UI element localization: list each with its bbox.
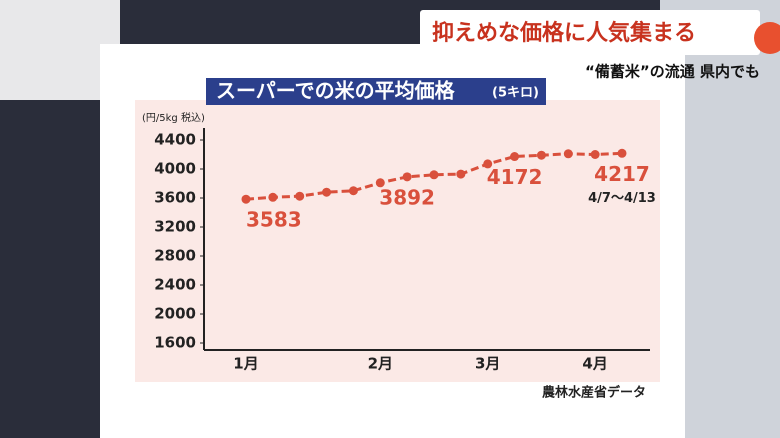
logo: [754, 22, 780, 54]
y-tick-label: 2800: [154, 247, 196, 265]
data-point: [375, 178, 385, 188]
y-tick-label: 3200: [154, 218, 196, 236]
data-point: [483, 159, 493, 169]
y-tick-label: 4400: [154, 131, 196, 149]
y-tick-label: 2000: [154, 305, 196, 323]
title-box: [206, 78, 546, 105]
data-label: 3583: [246, 208, 302, 232]
data-point: [563, 149, 573, 159]
data-point: [617, 148, 627, 158]
y-tick-label: 2400: [154, 276, 196, 294]
data-label: 4217: [594, 162, 650, 186]
data-point: [322, 187, 332, 197]
x-tick-label: 2月: [368, 355, 393, 373]
data-point: [456, 169, 466, 179]
chart-title: スーパーでの米の平均価格: [216, 79, 456, 103]
x-tick-label: 1月: [233, 355, 258, 373]
data-point: [429, 170, 439, 180]
headline: 抑えめな価格に人気集まる: [432, 20, 696, 46]
series-line: [245, 151, 623, 201]
data-point: [402, 172, 412, 182]
y-tick-label: 1600: [154, 334, 196, 352]
data-point: [241, 194, 251, 204]
plot-background: [135, 100, 660, 382]
data-point: [268, 192, 278, 202]
y-tick-label: 4000: [154, 160, 196, 178]
data-point: [348, 186, 358, 196]
data-label: 3892: [379, 185, 435, 209]
data-point: [536, 150, 546, 160]
x-tick-label: 4月: [582, 355, 607, 373]
data-point: [510, 152, 520, 162]
y-tick-label: 3600: [154, 189, 196, 207]
data-point: [590, 150, 600, 159]
headline-box: [420, 10, 760, 55]
chart-subtitle: (5キロ): [492, 86, 539, 101]
data-point: [295, 191, 305, 201]
source: 農林水産省データ: [542, 385, 646, 401]
period-label: 4/7〜4/13: [588, 191, 656, 206]
x-tick-label: 3月: [475, 355, 500, 373]
sub-caption: “備蓄米”の流通 県内でも: [585, 63, 760, 81]
data-label: 4172: [487, 165, 543, 189]
y-axis-label: (円/5kg 税込): [142, 111, 205, 124]
